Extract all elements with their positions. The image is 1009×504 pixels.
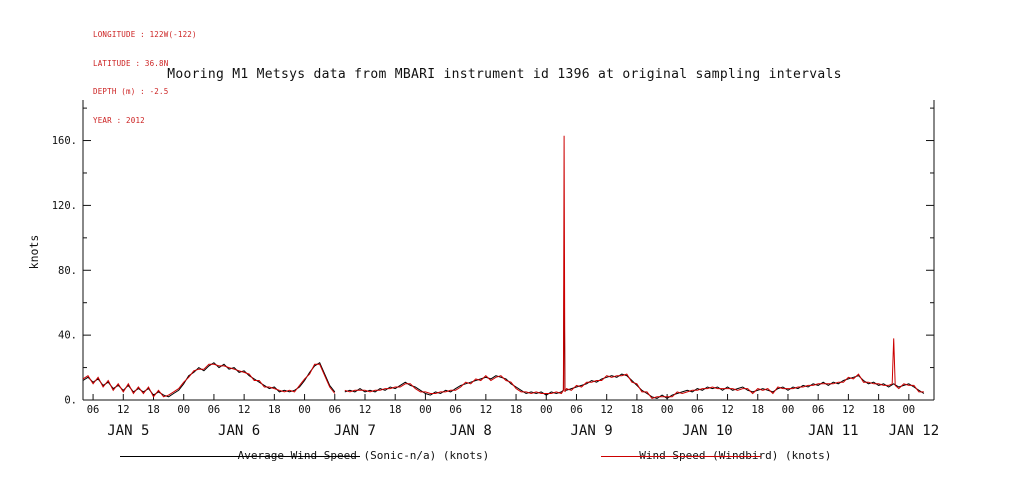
y-tick-label: 80. bbox=[58, 265, 77, 277]
x-tick-label: 06 bbox=[570, 404, 583, 416]
y-axis-label: knots bbox=[27, 235, 41, 270]
day-label: JAN 8 bbox=[450, 423, 492, 439]
legend-line-sonic bbox=[119, 456, 360, 458]
x-tick-label: 12 bbox=[238, 404, 251, 416]
legend-line-windbird bbox=[601, 456, 762, 458]
station-metadata: LONGITUDE : 122W(-122) LATITUDE : 36.8N … bbox=[93, 11, 197, 144]
day-label: JAN 6 bbox=[218, 423, 260, 439]
legend-label-sonic: Average Wind Speed (Sonic-n/a) (knots) bbox=[237, 449, 490, 462]
y-tick-label: 0. bbox=[64, 395, 77, 407]
legend-item-windbird: Wind Speed (Windbird) (knots) bbox=[601, 449, 832, 462]
x-tick-label: 06 bbox=[328, 404, 341, 416]
x-tick-label: 18 bbox=[631, 404, 644, 416]
x-tick-label: 12 bbox=[600, 404, 613, 416]
legend: Average Wind Speed (Sonic-n/a) (knots) W… bbox=[60, 449, 1009, 462]
legend-item-sonic: Average Wind Speed (Sonic-n/a) (knots) bbox=[119, 449, 490, 462]
x-tick-label: 18 bbox=[389, 404, 402, 416]
y-tick-label: 120. bbox=[52, 200, 77, 212]
series-line-1 bbox=[82, 363, 336, 398]
x-tick-label: 18 bbox=[872, 404, 885, 416]
y-tick-label: 40. bbox=[58, 330, 77, 342]
series-line-0 bbox=[82, 361, 336, 398]
longitude-text: LONGITUDE : 122W(-122) bbox=[93, 30, 197, 39]
day-label: JAN 5 bbox=[107, 423, 149, 439]
x-tick-label: 00 bbox=[782, 404, 795, 416]
x-tick-label: 12 bbox=[359, 404, 372, 416]
day-label: JAN 9 bbox=[571, 423, 613, 439]
chart-title: Mooring M1 Metsys data from MBARI instru… bbox=[167, 67, 842, 82]
x-tick-label: 18 bbox=[268, 404, 281, 416]
series-line-0 bbox=[344, 265, 925, 399]
x-tick-label: 06 bbox=[208, 404, 221, 416]
day-label: JAN 11 bbox=[808, 423, 859, 439]
latitude-text: LATITUDE : 36.8N bbox=[93, 58, 169, 68]
day-label: JAN 10 bbox=[682, 423, 733, 439]
day-label: JAN 7 bbox=[334, 423, 376, 439]
x-tick-label: 06 bbox=[812, 404, 825, 416]
day-label: JAN 12 bbox=[889, 423, 940, 439]
x-tick-label: 18 bbox=[510, 404, 523, 416]
depth-text: DEPTH (m) : -2.5 bbox=[93, 87, 169, 96]
x-tick-label: 06 bbox=[87, 404, 100, 416]
x-tick-label: 06 bbox=[449, 404, 462, 416]
x-tick-label: 00 bbox=[298, 404, 311, 416]
x-tick-label: 00 bbox=[540, 404, 553, 416]
y-tick-label: 160. bbox=[52, 135, 77, 147]
x-tick-label: 00 bbox=[661, 404, 674, 416]
x-tick-label: 00 bbox=[902, 404, 915, 416]
x-tick-label: 18 bbox=[751, 404, 764, 416]
legend-label-windbird: Wind Speed (Windbird) (knots) bbox=[639, 449, 832, 462]
x-tick-label: 06 bbox=[691, 404, 704, 416]
x-tick-label: 00 bbox=[419, 404, 432, 416]
x-tick-label: 18 bbox=[147, 404, 160, 416]
x-tick-label: 12 bbox=[721, 404, 734, 416]
series-line-1 bbox=[344, 135, 924, 399]
x-tick-label: 12 bbox=[117, 404, 130, 416]
x-tick-label: 12 bbox=[480, 404, 493, 416]
x-tick-label: 00 bbox=[177, 404, 190, 416]
x-tick-label: 12 bbox=[842, 404, 855, 416]
year-text: YEAR : 2012 bbox=[93, 115, 145, 125]
